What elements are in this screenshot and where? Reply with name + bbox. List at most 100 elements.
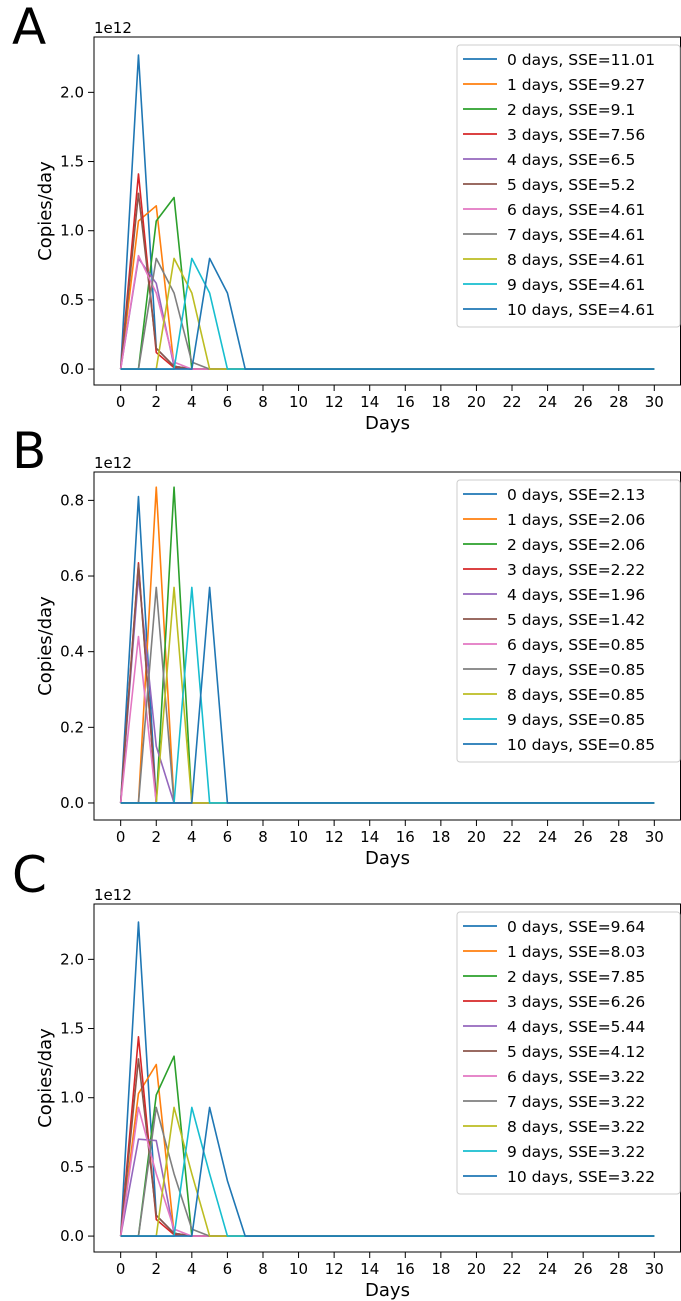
legend-entry: 7 days, SSE=4.61 — [507, 226, 645, 244]
legend-entry: 10 days, SSE=3.22 — [507, 1168, 655, 1186]
x-tick-label: 30 — [645, 828, 664, 846]
x-tick-label: 8 — [258, 828, 268, 846]
y-tick-label: 1.0 — [60, 1089, 84, 1107]
x-tick-label: 16 — [396, 393, 415, 411]
legend-entry: 0 days, SSE=2.13 — [507, 486, 645, 504]
panel-c: C — [12, 846, 47, 904]
legend-entry: 7 days, SSE=3.22 — [507, 1093, 645, 1111]
x-tick-label: 8 — [258, 1260, 268, 1278]
legend-entry: 1 days, SSE=8.03 — [507, 943, 645, 961]
legend-entry: 9 days, SSE=3.22 — [507, 1143, 645, 1161]
legend: 0 days, SSE=9.64 1 days, SSE=8.03 2 days, … — [456, 911, 681, 1195]
legend-entry: 2 days, SSE=7.85 — [507, 968, 645, 986]
x-tick-label: 24 — [538, 1260, 557, 1278]
panel-label-a: A — [12, 0, 46, 56]
legend-entry: 8 days, SSE=0.85 — [507, 686, 645, 704]
x-tick-label: 12 — [325, 393, 344, 411]
legend-entry: 5 days, SSE=1.42 — [507, 611, 645, 629]
x-tick-label: 0 — [116, 1260, 126, 1278]
legend-entry: 3 days, SSE=7.56 — [507, 126, 645, 144]
panel-label-b: B — [12, 422, 46, 480]
series-line — [120, 257, 655, 370]
x-tick-label: 26 — [574, 828, 593, 846]
x-tick-label: 0 — [116, 393, 126, 411]
x-tick-label: 30 — [645, 1260, 664, 1278]
x-tick-label: 18 — [431, 828, 450, 846]
x-tick-label: 28 — [609, 828, 628, 846]
x-axis-label: Days — [365, 413, 410, 434]
x-tick-label: 8 — [258, 393, 268, 411]
x-tick-label: 6 — [223, 828, 233, 846]
legend-entry: 3 days, SSE=2.22 — [507, 561, 645, 579]
x-tick-label: 12 — [325, 828, 344, 846]
y-tick-label: 2.0 — [60, 950, 84, 968]
chart-b: 0 2 4 6 8 10 12 14 16 18 20 22 24 26 28 300.00.20.40.60… — [35, 454, 681, 869]
legend-entry: 5 days, SSE=4.12 — [507, 1043, 645, 1061]
legend-entry: 4 days, SSE=6.5 — [507, 151, 635, 169]
y-offset-label: 1e12 — [94, 454, 132, 472]
x-tick-label: 28 — [609, 393, 628, 411]
legend-entry: 9 days, SSE=4.61 — [507, 276, 645, 294]
legend: 0 days, SSE=11.01 1 days, SSE=9.27 2 days,… — [456, 44, 681, 328]
legend-entry: 4 days, SSE=5.44 — [507, 1018, 645, 1036]
y-tick-label: 0.5 — [60, 1158, 84, 1176]
legend-entry: 8 days, SSE=3.22 — [507, 1118, 645, 1136]
legend-entry: 4 days, SSE=1.96 — [507, 586, 645, 604]
x-tick-label: 0 — [116, 828, 126, 846]
x-tick-label: 22 — [502, 393, 521, 411]
legend-entry: 0 days, SSE=9.64 — [507, 918, 645, 936]
legend-entry: 1 days, SSE=9.27 — [507, 76, 645, 94]
legend-box — [456, 911, 681, 1195]
x-tick-label: 28 — [609, 1260, 628, 1278]
series-group — [119, 486, 655, 804]
series-group — [119, 921, 655, 1237]
y-tick-label: 0.0 — [60, 360, 84, 378]
y-axis-label: Copies/day — [35, 596, 56, 696]
x-tick-label: 6 — [223, 393, 233, 411]
y-tick-label: 1.5 — [60, 1020, 84, 1038]
y-tick-label: 0.4 — [60, 643, 84, 661]
x-tick-label: 22 — [502, 828, 521, 846]
x-tick-label: 18 — [431, 393, 450, 411]
x-tick-label: 2 — [151, 828, 161, 846]
x-tick-label: 2 — [151, 1260, 161, 1278]
x-tick-label: 4 — [187, 828, 197, 846]
legend-entry: 7 days, SSE=0.85 — [507, 661, 645, 679]
panel-label-c: C — [12, 846, 47, 904]
legend-entry: 10 days, SSE=4.61 — [507, 301, 655, 319]
y-tick-label: 0.0 — [60, 1227, 84, 1245]
y-tick-label: 0.5 — [60, 291, 84, 309]
legend-entry: 2 days, SSE=9.1 — [507, 101, 635, 119]
x-axis-label: Days — [365, 1280, 410, 1301]
series-group — [119, 54, 655, 370]
legend-entry: 6 days, SSE=3.22 — [507, 1068, 645, 1086]
legend-entry: 1 days, SSE=2.06 — [507, 511, 645, 529]
x-tick-label: 16 — [396, 828, 415, 846]
x-tick-label: 24 — [538, 828, 557, 846]
x-tick-label: 24 — [538, 393, 557, 411]
x-tick-label: 14 — [360, 828, 379, 846]
x-tick-label: 26 — [574, 1260, 593, 1278]
legend-box — [456, 44, 681, 328]
legend-entry: 2 days, SSE=2.06 — [507, 536, 645, 554]
x-tick-label: 18 — [431, 1260, 450, 1278]
x-tick-label: 4 — [187, 393, 197, 411]
x-tick-label: 14 — [360, 393, 379, 411]
x-tick-label: 16 — [396, 1260, 415, 1278]
x-tick-label: 30 — [645, 393, 664, 411]
series-line — [120, 586, 655, 804]
y-tick-label: 1.5 — [60, 153, 84, 171]
y-offset-label: 1e12 — [94, 19, 132, 37]
legend: 0 days, SSE=2.13 1 days, SSE=2.06 2 days, … — [456, 479, 681, 763]
panel-b: B — [12, 422, 46, 480]
legend-entry: 6 days, SSE=4.61 — [507, 201, 645, 219]
x-tick-label: 10 — [289, 1260, 308, 1278]
x-tick-label: 20 — [467, 1260, 486, 1278]
chart-a: 0 2 4 6 8 10 12 14 16 18 20 22 24 26 28 300.00.51.01.52… — [35, 19, 681, 434]
x-tick-label: 10 — [289, 393, 308, 411]
x-tick-label: 26 — [574, 393, 593, 411]
y-tick-label: 0.2 — [60, 718, 84, 736]
legend-box — [456, 479, 681, 763]
x-tick-label: 2 — [151, 393, 161, 411]
